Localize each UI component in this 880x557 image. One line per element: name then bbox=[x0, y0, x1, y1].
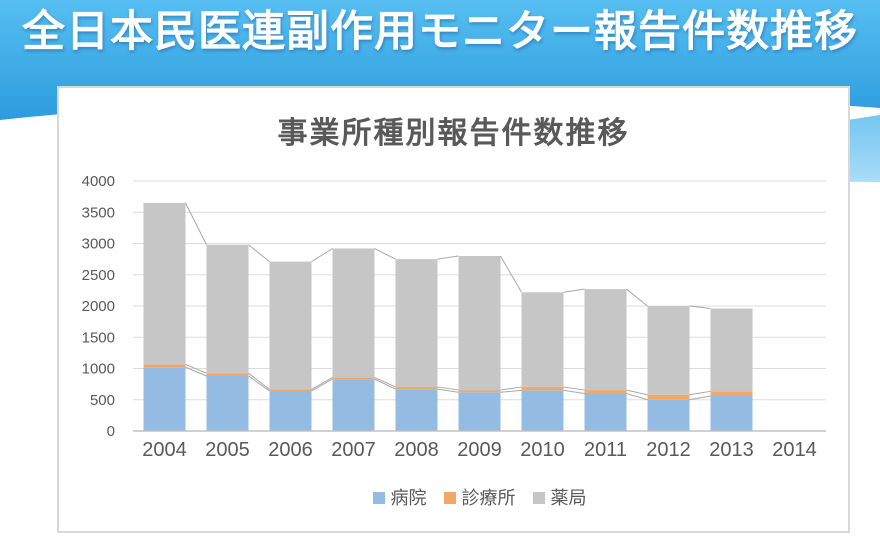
bar-segment bbox=[206, 244, 249, 374]
series-line bbox=[248, 375, 270, 392]
x-axis-label: 2008 bbox=[394, 439, 439, 461]
legend-label: 病院 bbox=[390, 488, 427, 508]
bar-segment bbox=[647, 394, 690, 400]
legend-swatch-clinic bbox=[443, 492, 456, 504]
series-line bbox=[500, 386, 522, 391]
bar-segment bbox=[584, 393, 627, 431]
bar-segment bbox=[206, 376, 249, 431]
series-line bbox=[437, 388, 459, 393]
series-line bbox=[185, 363, 207, 374]
bar-segment bbox=[647, 306, 690, 395]
x-axis-label: 2014 bbox=[772, 439, 817, 461]
series-line bbox=[500, 255, 522, 293]
bar-segment bbox=[710, 391, 753, 396]
series-line bbox=[311, 377, 333, 390]
series-line bbox=[626, 389, 648, 396]
x-axis-label: 2006 bbox=[268, 439, 313, 461]
y-axis-label: 1500 bbox=[82, 329, 115, 346]
bar-segment bbox=[647, 399, 690, 431]
series-line bbox=[374, 377, 396, 388]
legend-item: 薬局 bbox=[532, 488, 587, 508]
bar-segment bbox=[395, 386, 438, 390]
bar-segment bbox=[458, 392, 501, 431]
bar-segment bbox=[710, 308, 753, 392]
series-line bbox=[185, 202, 207, 245]
legend-swatch-pharmacy bbox=[532, 492, 545, 504]
bar-segment bbox=[395, 389, 438, 431]
bar-segment bbox=[521, 386, 564, 391]
bar-segment bbox=[143, 367, 186, 431]
series-line bbox=[374, 248, 396, 260]
y-axis-label: 4000 bbox=[82, 173, 115, 190]
y-axis-label: 2000 bbox=[82, 298, 115, 315]
legend-label: 薬局 bbox=[550, 488, 587, 508]
series-line bbox=[500, 389, 522, 393]
series-line bbox=[689, 305, 711, 309]
y-axis-label: 3500 bbox=[82, 204, 115, 221]
series-line bbox=[563, 288, 585, 293]
series-line bbox=[311, 248, 333, 263]
bar-segment bbox=[584, 390, 627, 394]
bar-segment bbox=[395, 259, 438, 387]
bar-segment bbox=[332, 379, 375, 431]
x-axis-label: 2004 bbox=[142, 439, 187, 461]
x-axis-label: 2013 bbox=[709, 439, 754, 461]
bar-segment bbox=[458, 390, 501, 393]
legend-label: 診療所 bbox=[461, 488, 516, 508]
legend-swatch-hospital bbox=[372, 492, 385, 504]
y-axis-label: 500 bbox=[90, 392, 115, 409]
bar-segment bbox=[521, 292, 564, 387]
series-line bbox=[374, 378, 396, 390]
bar-segment bbox=[710, 396, 753, 431]
series-line bbox=[689, 390, 711, 396]
series-line bbox=[689, 395, 711, 401]
bar-segment bbox=[269, 389, 312, 391]
bar-segment bbox=[332, 377, 375, 380]
y-axis-label: 3000 bbox=[82, 236, 115, 253]
series-line bbox=[311, 378, 333, 392]
bar-segment bbox=[521, 390, 564, 431]
bar-segment bbox=[332, 248, 375, 378]
page-title: 全日本民医連副作用モニター報告件数推移 bbox=[22, 7, 858, 57]
series-line bbox=[248, 372, 270, 390]
chart-panel: 0 500 1000 1500 2000 2500 3000 3500 4000 2004 2005… bbox=[57, 86, 850, 533]
bar-segment bbox=[458, 256, 501, 391]
series-line bbox=[563, 389, 585, 394]
chart-legend: 病院 診療所 薬局 bbox=[372, 488, 587, 508]
x-axis-label: 2011 bbox=[584, 439, 627, 461]
y-axis-label: 1000 bbox=[82, 361, 115, 378]
series-line bbox=[626, 288, 648, 307]
chart-canvas: 0 500 1000 1500 2000 2500 3000 3500 4000 2004 2005… bbox=[82, 173, 826, 461]
y-axis-label: 2500 bbox=[82, 267, 115, 284]
bar-segment bbox=[143, 364, 186, 368]
bar-segment bbox=[206, 373, 249, 376]
bar-segment bbox=[269, 391, 312, 431]
x-axis-label: 2007 bbox=[331, 439, 376, 461]
series-line bbox=[626, 393, 648, 401]
x-axis-label: 2010 bbox=[520, 439, 565, 461]
legend-item: 診療所 bbox=[443, 488, 516, 508]
bar-segment bbox=[143, 202, 186, 365]
series-line bbox=[437, 255, 459, 260]
bar-segment bbox=[584, 289, 627, 391]
y-axis-label: 0 bbox=[107, 423, 115, 440]
bar-segment bbox=[269, 261, 312, 390]
series-line bbox=[185, 366, 207, 377]
series-line bbox=[437, 386, 459, 391]
series-line bbox=[248, 244, 270, 263]
legend-item: 病院 bbox=[372, 488, 427, 508]
x-axis-label: 2005 bbox=[205, 439, 250, 461]
x-axis-label: 2012 bbox=[646, 439, 691, 461]
chart-title: 事業所種別報告件数推移 bbox=[277, 117, 630, 150]
x-axis-label: 2009 bbox=[457, 439, 502, 461]
series-line bbox=[563, 386, 585, 391]
